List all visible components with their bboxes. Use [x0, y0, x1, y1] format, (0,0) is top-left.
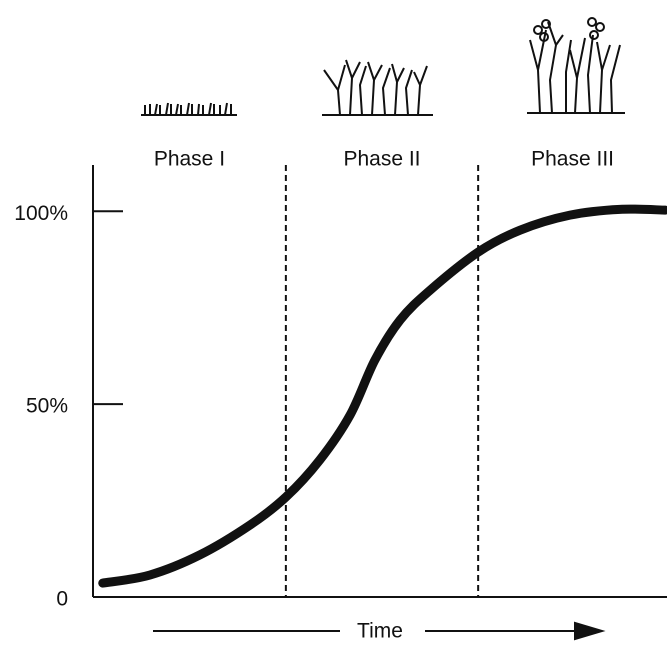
- phase-label: Phase I: [154, 148, 225, 171]
- y-tick-label: 50%: [26, 395, 68, 418]
- y-tick-label: 100%: [14, 202, 68, 225]
- x-axis-label: Time: [357, 620, 403, 643]
- phase-1-icon: [141, 102, 237, 116]
- growth-curve: [98, 204, 667, 588]
- phase-label: Phase III: [531, 148, 614, 171]
- phase-2-icon: [322, 59, 433, 116]
- phase-3-icon: [527, 17, 625, 114]
- phase-label: Phase II: [343, 148, 420, 171]
- y-tick-label: 0: [56, 588, 68, 611]
- time-arrow: [153, 621, 606, 641]
